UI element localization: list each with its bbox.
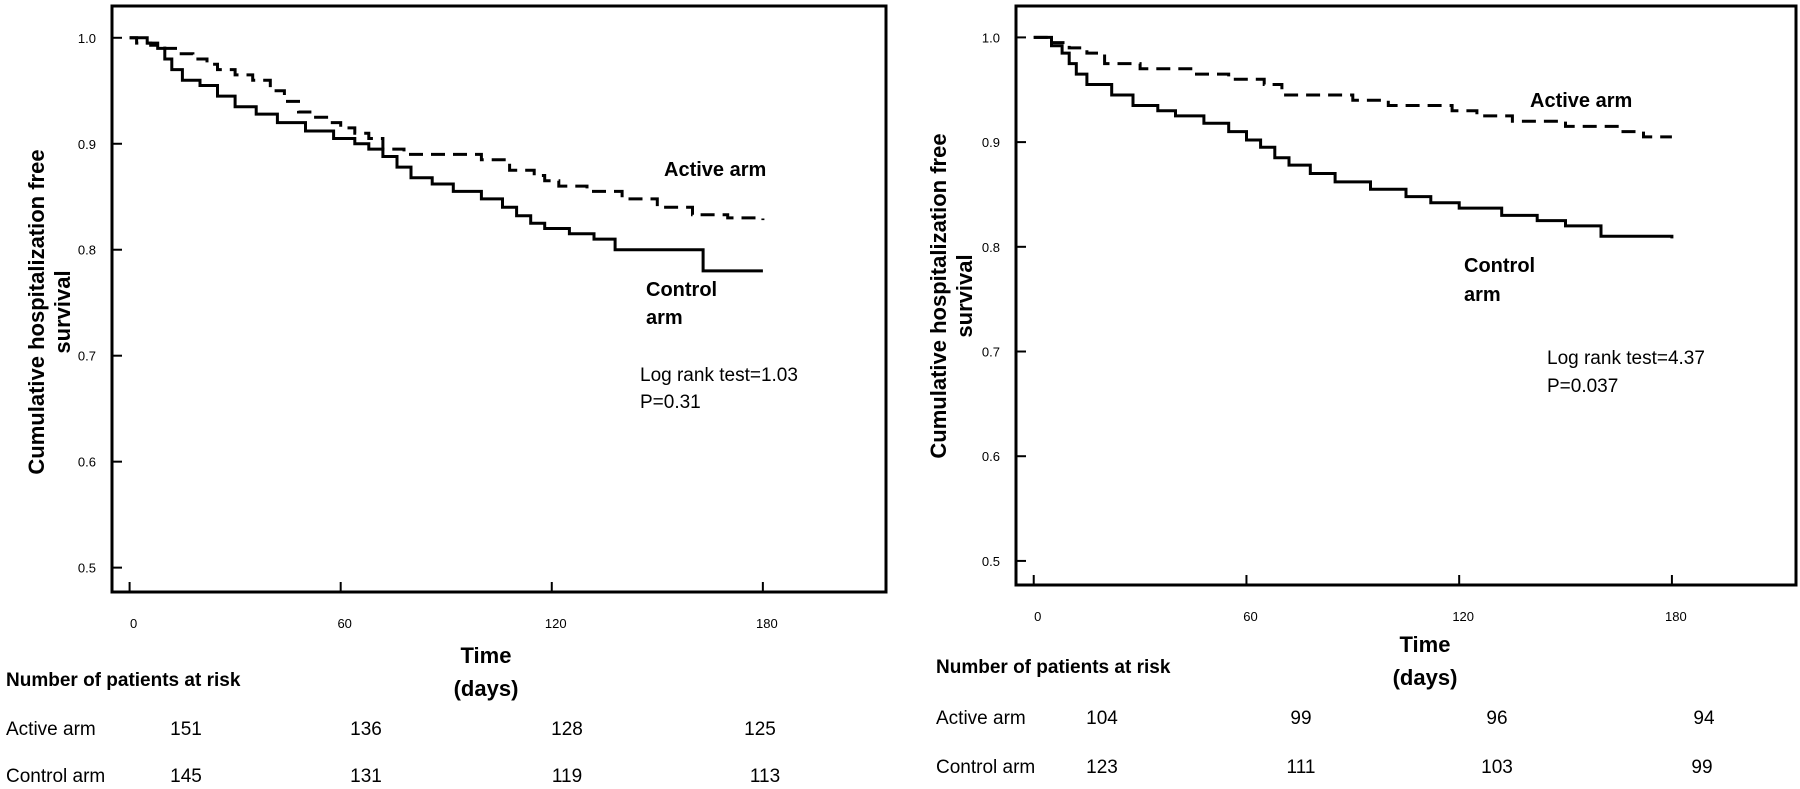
x-axis-label: Time xyxy=(461,643,512,668)
log-rank-stat: Log rank test=4.37 xyxy=(1547,348,1705,369)
risk-table-header: Number of patients at risk xyxy=(936,657,1171,678)
risk-cell: 104 xyxy=(1086,708,1118,729)
x-tick-label: 0 xyxy=(1034,609,1041,624)
y-tick-label: 1.0 xyxy=(982,30,1000,45)
log-rank-stat: Log rank test=1.03 xyxy=(640,365,798,386)
risk-row-label: Active arm xyxy=(936,708,1026,729)
risk-cell: 123 xyxy=(1086,757,1118,778)
risk-cell: 136 xyxy=(350,719,382,740)
x-tick-label: 120 xyxy=(1452,609,1474,624)
y-tick-label: 1.0 xyxy=(78,31,96,46)
y-tick-label: 0.7 xyxy=(78,349,96,364)
risk-cell: 94 xyxy=(1693,708,1715,729)
y-axis-label-line2: survival xyxy=(50,270,75,353)
risk-row-label: Control arm xyxy=(6,766,105,787)
risk-row-label: Control arm xyxy=(936,757,1035,778)
series-lines xyxy=(129,36,765,273)
risk-cell: 99 xyxy=(1691,757,1712,778)
control-arm-curve xyxy=(1033,35,1674,239)
axis-ticks: 0.5 0.6 0.7 0.8 0.9 1.0 0 60 120 180 xyxy=(78,31,778,631)
y-tick-label: 0.9 xyxy=(982,135,1000,150)
control-arm-curve xyxy=(129,36,763,273)
axis-ticks: 0.5 0.6 0.7 0.8 0.9 1.0 0 60 120 180 xyxy=(982,30,1687,624)
active-arm-label: Active arm xyxy=(664,159,766,181)
risk-table-header: Number of patients at risk xyxy=(6,670,241,691)
risk-cell: 99 xyxy=(1290,708,1311,729)
series-lines xyxy=(1033,35,1674,239)
p-value: P=0.037 xyxy=(1547,376,1618,397)
y-axis-label: Cumulative hospitalization free xyxy=(24,149,49,474)
y-tick-label: 0.5 xyxy=(982,554,1000,569)
risk-cell: 111 xyxy=(1287,757,1316,778)
x-tick-label: 180 xyxy=(756,616,778,631)
control-arm-label: Control xyxy=(646,279,717,301)
x-tick-label: 60 xyxy=(1243,609,1257,624)
active-arm-curve xyxy=(1033,35,1672,139)
x-tick-label: 180 xyxy=(1665,609,1687,624)
y-tick-label: 0.9 xyxy=(78,137,96,152)
control-arm-label: Control xyxy=(1464,255,1535,277)
risk-cell: 131 xyxy=(350,766,382,787)
x-tick-label: 0 xyxy=(130,616,137,631)
y-tick-label: 0.7 xyxy=(982,345,1000,360)
x-tick-label: 120 xyxy=(545,616,567,631)
risk-cell: 113 xyxy=(750,766,780,787)
p-value: P=0.31 xyxy=(640,392,701,413)
y-tick-label: 0.6 xyxy=(982,449,1000,464)
x-axis-label: Time xyxy=(1400,632,1451,657)
control-arm-label-line2: arm xyxy=(646,307,683,329)
control-arm-label-line2: arm xyxy=(1464,284,1501,306)
risk-cell: 145 xyxy=(170,766,202,787)
risk-cell: 96 xyxy=(1486,708,1507,729)
risk-cell: 128 xyxy=(551,719,583,740)
risk-row-label: Active arm xyxy=(6,719,96,740)
y-axis-label-line2: survival xyxy=(952,254,977,337)
y-axis-label: Cumulative hospitalization free xyxy=(926,133,951,458)
plot-frame xyxy=(110,4,888,594)
active-arm-curve xyxy=(129,36,765,221)
y-tick-label: 0.6 xyxy=(78,455,96,470)
panel-left: 0.5 0.6 0.7 0.8 0.9 1.0 0 60 120 180 Cumulative h… xyxy=(6,4,888,787)
risk-cell: 151 xyxy=(170,719,202,740)
y-tick-label: 0.8 xyxy=(78,243,96,258)
plot-frame xyxy=(1014,4,1798,587)
x-axis-unit: (days) xyxy=(454,676,519,701)
risk-cell: 119 xyxy=(552,766,582,787)
y-tick-label: 0.8 xyxy=(982,240,1000,255)
x-axis-unit: (days) xyxy=(1393,665,1458,690)
risk-cell: 125 xyxy=(744,719,776,740)
active-arm-label: Active arm xyxy=(1530,90,1632,112)
panel-right: 0.5 0.6 0.7 0.8 0.9 1.0 0 60 120 180 Cumulative h… xyxy=(926,4,1798,778)
risk-cell: 103 xyxy=(1481,757,1513,778)
x-tick-label: 60 xyxy=(337,616,351,631)
y-tick-label: 0.5 xyxy=(78,561,96,576)
